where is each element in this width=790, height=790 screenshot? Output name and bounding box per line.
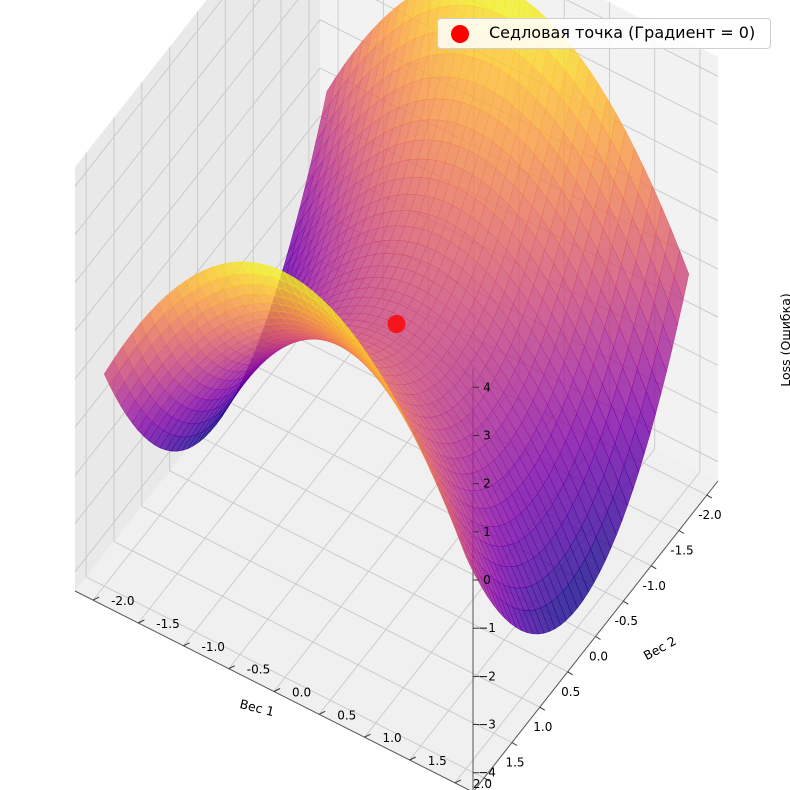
- x-tick-mark: [706, 494, 713, 499]
- y-tick-mark: [183, 642, 190, 647]
- y-tick-mark: [138, 619, 145, 624]
- surface-facet: [456, 533, 472, 569]
- y-tick-mark: [454, 779, 462, 784]
- x-tick-mark: [511, 742, 518, 746]
- x-tick-label: -0.5: [615, 614, 638, 628]
- side-grid-horizontal: [74, 19, 321, 332]
- y-tick-label: 1.5: [428, 754, 447, 768]
- x-tick-label: 0.0: [589, 650, 608, 664]
- legend-marker-icon: [451, 25, 469, 43]
- y-tick-label: -1.5: [156, 617, 179, 631]
- z-tick-label: 1: [483, 525, 491, 539]
- legend: Седловая точка (Градиент = 0): [437, 18, 771, 49]
- floor-grid-y: [137, 311, 384, 624]
- z-tick-label: 4: [483, 380, 491, 394]
- z-tick-label: 0: [483, 573, 491, 587]
- x-tick-mark: [650, 565, 657, 570]
- side-grid-horizontal: [74, 0, 299, 283]
- x-tick-label: -1.5: [670, 544, 693, 558]
- legend-label: Седловая точка (Градиент = 0): [489, 23, 756, 42]
- x-tick-label: 1.5: [505, 756, 524, 770]
- x-tick-label: -2.0: [698, 508, 721, 522]
- y-tick-label: 0.0: [292, 686, 311, 700]
- z-tick-label: 2: [483, 477, 491, 491]
- y-tick-mark: [409, 756, 416, 761]
- y-tick-label: -1.0: [202, 640, 225, 654]
- side-grid-horizontal: [74, 0, 261, 235]
- y-tick-label: -2.0: [111, 594, 134, 608]
- z-axis-label: Loss (Ошибка): [778, 293, 790, 386]
- x-axis-label: Вес 1: [238, 696, 276, 719]
- y-tick-mark: [228, 665, 236, 670]
- x-tick-mark: [483, 777, 490, 782]
- y-tick-mark: [318, 710, 326, 715]
- y-tick-label: -0.5: [247, 663, 270, 677]
- z-tick-label: −2: [478, 669, 496, 683]
- z-tick-label: −1: [478, 621, 496, 635]
- surface-plot: [103, 0, 690, 635]
- x-tick-mark: [623, 600, 629, 605]
- side-grid-horizontal: [74, 67, 321, 380]
- x-tick-label: 1.0: [533, 720, 552, 734]
- y-tick-label: 1.0: [383, 731, 402, 745]
- saddle-point-markers: [387, 315, 406, 333]
- y-tick-label: 2.0: [473, 777, 492, 790]
- z-tick-label: −3: [478, 718, 496, 732]
- x-tick-mark: [567, 671, 573, 676]
- x-tick-mark: [539, 706, 546, 711]
- y-tick-mark: [92, 596, 100, 601]
- y-tick-label: 0.5: [337, 708, 356, 722]
- x-tick-mark: [595, 636, 601, 640]
- floor-grid-y: [454, 471, 701, 784]
- y-tick-mark: [273, 688, 281, 692]
- side-grid-horizontal: [74, 0, 223, 187]
- x-tick-label: -1.0: [642, 579, 665, 593]
- z-tick-label: −4: [478, 766, 496, 780]
- saddle-point-marker: [387, 315, 406, 333]
- y-axis-label: Вес 2: [641, 633, 679, 663]
- tick-labels: -2.0 -1.5 -1.0 -0.5 0.0 0.5 1.0 1.5 2.0 -2.0 -1.5 -…: [92, 380, 722, 790]
- x-tick-mark: [678, 530, 685, 534]
- z-tick-label: 3: [483, 429, 491, 443]
- y-tick-mark: [364, 733, 371, 738]
- x-tick-label: 0.5: [561, 685, 580, 699]
